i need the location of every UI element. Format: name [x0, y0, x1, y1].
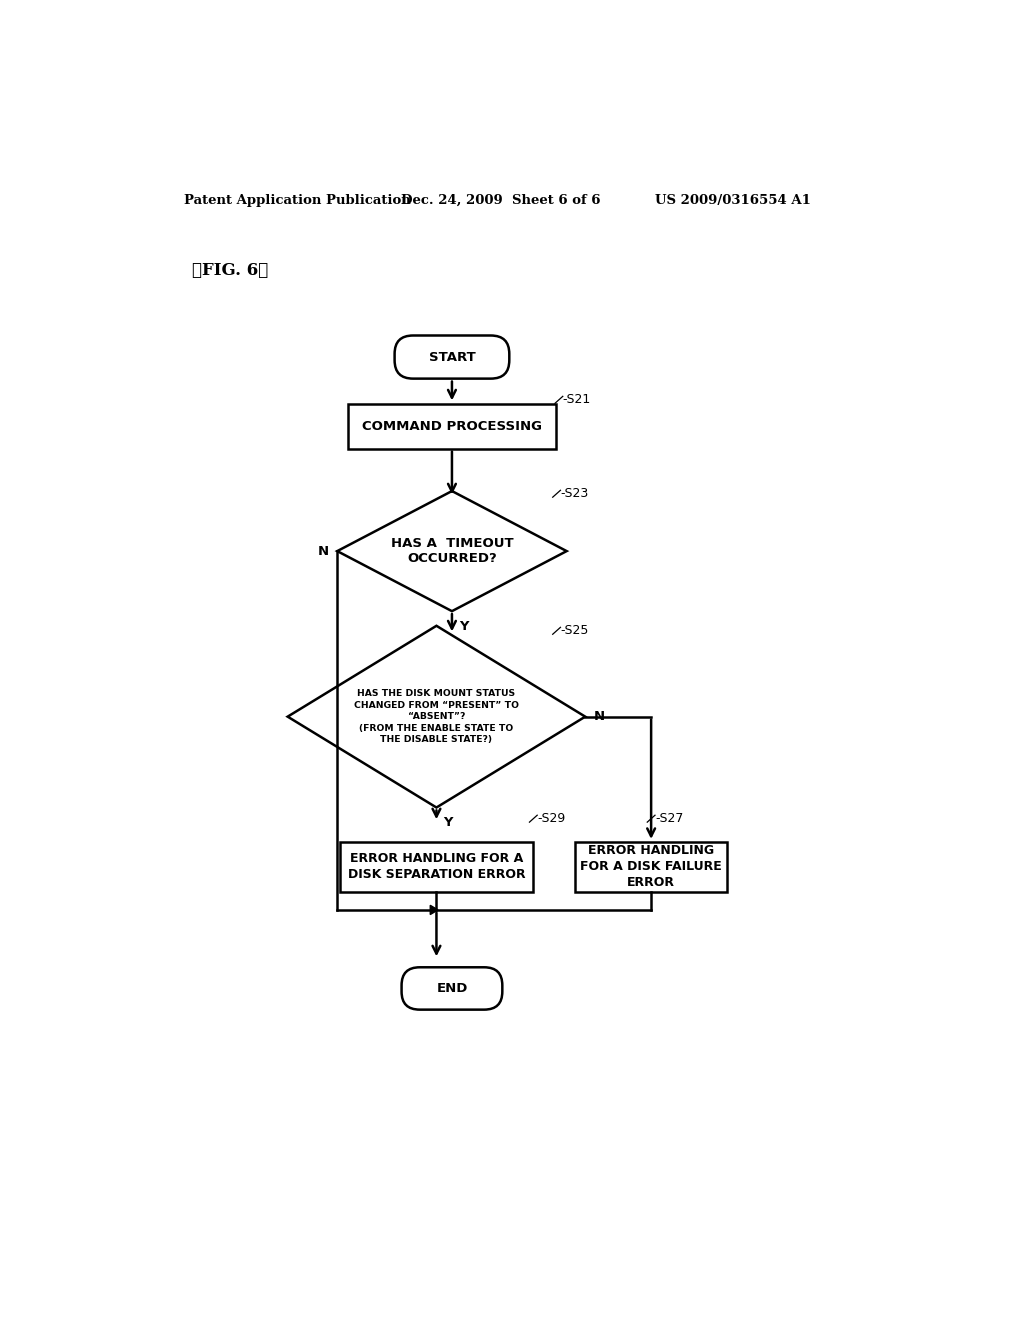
Text: ERROR HANDLING FOR A
DISK SEPARATION ERROR: ERROR HANDLING FOR A DISK SEPARATION ERR… — [347, 853, 525, 882]
Bar — [340, 842, 532, 892]
Text: Y: Y — [443, 816, 453, 829]
FancyBboxPatch shape — [401, 968, 503, 1010]
Text: Y: Y — [459, 620, 468, 634]
Text: START: START — [429, 351, 475, 363]
Text: END: END — [436, 982, 468, 995]
Polygon shape — [288, 626, 586, 808]
Text: HAS THE DISK MOUNT STATUS
CHANGED FROM “PRESENT” TO
“ABSENT”?
(FROM THE ENABLE S: HAS THE DISK MOUNT STATUS CHANGED FROM “… — [354, 689, 519, 744]
Text: 【FIG. 6】: 【FIG. 6】 — [191, 261, 268, 279]
Polygon shape — [430, 906, 438, 915]
Text: -S29: -S29 — [538, 812, 565, 825]
Text: -S21: -S21 — [563, 393, 591, 407]
Text: Dec. 24, 2009  Sheet 6 of 6: Dec. 24, 2009 Sheet 6 of 6 — [400, 194, 600, 207]
Text: N: N — [594, 710, 605, 723]
Text: -S25: -S25 — [560, 624, 589, 638]
Text: COMMAND PROCESSING: COMMAND PROCESSING — [361, 420, 542, 433]
Polygon shape — [337, 491, 566, 611]
Text: ERROR HANDLING
FOR A DISK FAILURE
ERROR: ERROR HANDLING FOR A DISK FAILURE ERROR — [581, 845, 722, 890]
Text: -S23: -S23 — [560, 487, 589, 500]
Bar — [575, 842, 727, 892]
Bar — [348, 404, 556, 449]
FancyBboxPatch shape — [394, 335, 509, 379]
Text: HAS A  TIMEOUT
OCCURRED?: HAS A TIMEOUT OCCURRED? — [390, 537, 513, 565]
Text: US 2009/0316554 A1: US 2009/0316554 A1 — [655, 194, 811, 207]
Text: N: N — [317, 545, 329, 557]
Text: -S27: -S27 — [655, 812, 683, 825]
Text: Patent Application Publication: Patent Application Publication — [183, 194, 411, 207]
